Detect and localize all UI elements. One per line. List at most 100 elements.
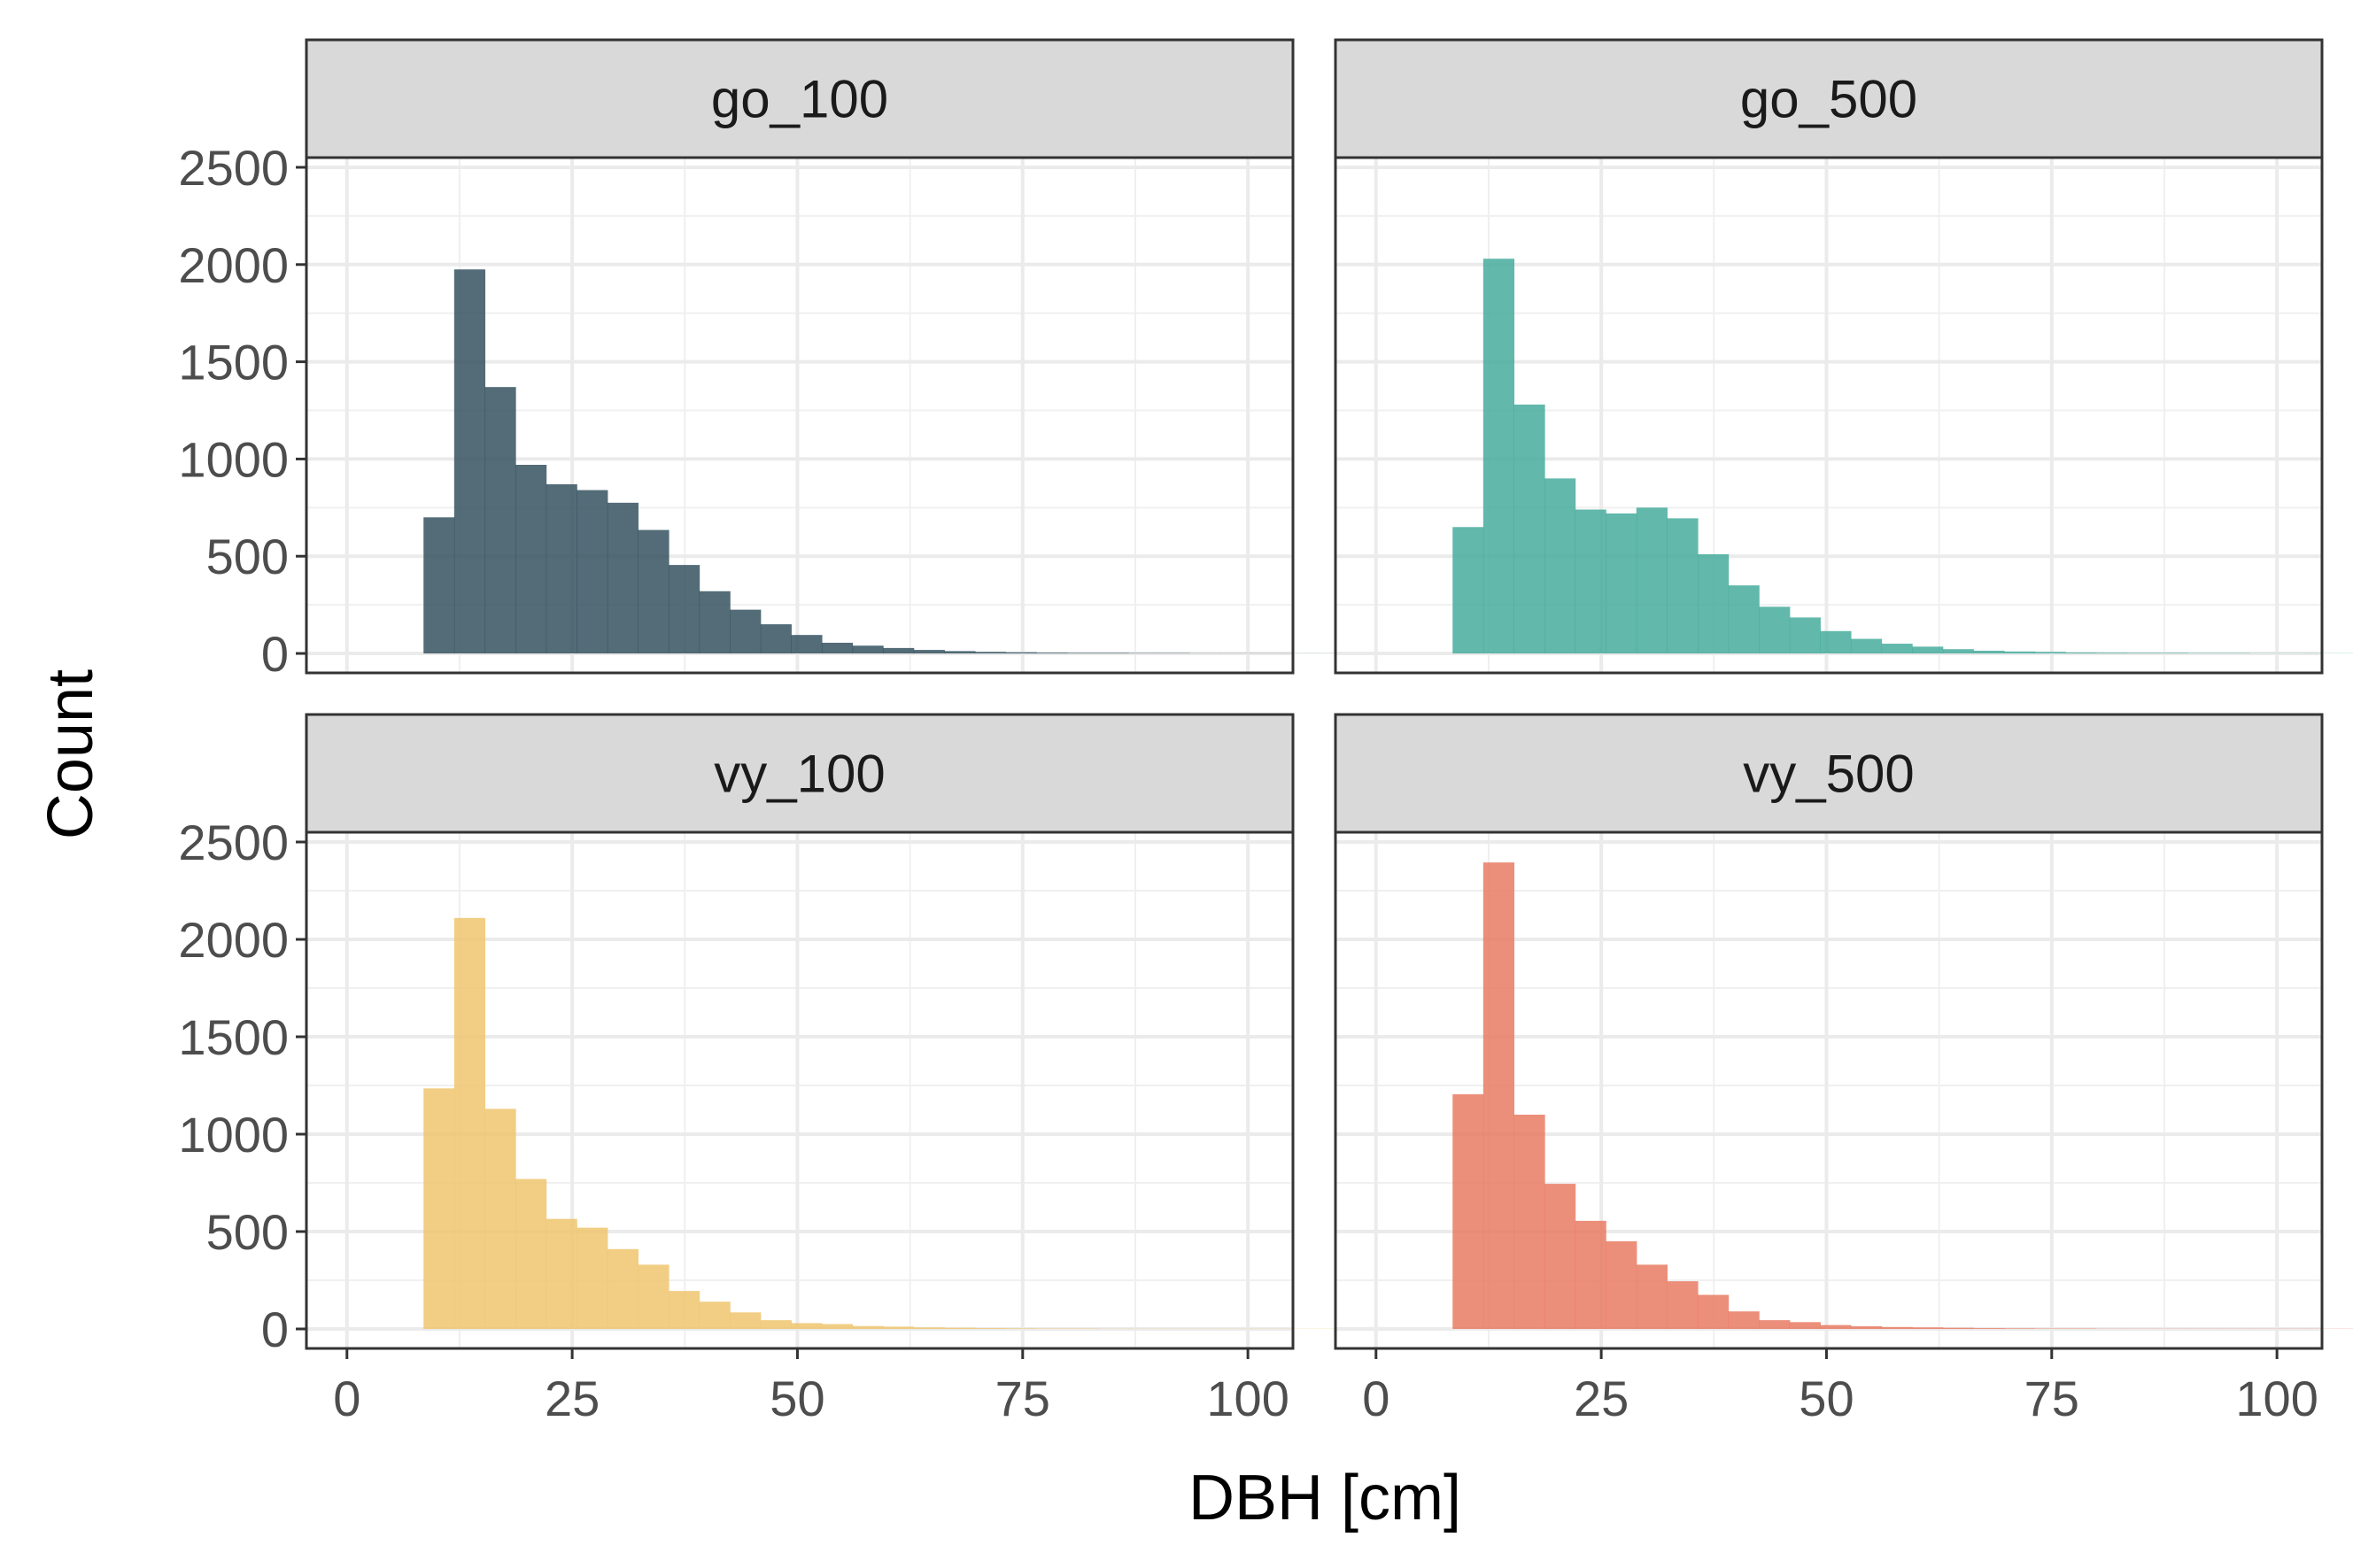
panel-strip-label: go_100 (711, 70, 888, 129)
histogram-bar (515, 465, 547, 654)
histogram-bar (1544, 1184, 1576, 1329)
histogram-bar (1789, 617, 1821, 654)
panel-border (305, 156, 1295, 675)
histogram-bar (423, 517, 455, 654)
histogram-bar (1820, 1325, 1852, 1329)
y-tick-label: 1000 (178, 431, 289, 487)
histogram-bar (2003, 651, 2036, 654)
x-tick-label: 75 (2024, 1371, 2079, 1426)
histogram-bar (515, 1178, 547, 1329)
histogram-bar (1973, 1328, 2005, 1329)
y-tick-label: 2500 (178, 140, 289, 196)
x-tick-label: 25 (545, 1371, 600, 1426)
histogram-bar (638, 1264, 670, 1329)
histogram-bar (1636, 1264, 1668, 1329)
histogram-bar (1850, 1325, 1883, 1329)
histogram-bar (577, 1227, 608, 1329)
x-tick-label: 0 (333, 1371, 360, 1426)
histogram-bar (577, 490, 608, 654)
histogram-bar (1728, 585, 1760, 654)
histogram-bar (668, 565, 700, 654)
histogram-bar (546, 1218, 577, 1329)
histogram-bar (821, 642, 854, 654)
histogram-bar (638, 529, 670, 654)
x-tick-label: 100 (1206, 1371, 1289, 1426)
histogram-bar (699, 591, 731, 654)
histogram-bar (730, 1312, 762, 1329)
x-tick-label: 100 (2235, 1371, 2318, 1426)
panels-group: go_10005001000150020002500go_500vy_10005… (178, 38, 2353, 1426)
histogram-bar (1697, 554, 1730, 654)
panel-border (1334, 830, 2324, 1350)
x-tick-label: 25 (1574, 1371, 1629, 1426)
histogram-bar (730, 609, 762, 654)
x-axis-title: DBH [cm] (1188, 1463, 1461, 1533)
histogram-bar (760, 624, 792, 654)
histogram-bar (1912, 646, 1944, 654)
panel-vy_100: vy_100 0 500 1000 1500 2000 2500 0 25 50 75 100 (178, 713, 1374, 1426)
histogram-bar (852, 1325, 884, 1329)
histogram-bar (546, 483, 577, 654)
histogram-bar (1759, 1320, 1791, 1329)
histogram-bar (1942, 1327, 1974, 1329)
panel-border (305, 830, 1295, 1350)
y-tick-label: 2000 (178, 912, 289, 968)
histogram-bar (668, 1291, 700, 1329)
histogram-bar (1973, 650, 2005, 654)
y-tick-label: 0 (261, 1302, 289, 1357)
histogram-bar (821, 1324, 854, 1329)
histogram-bar (1942, 649, 1974, 654)
y-tick-label: 1500 (178, 335, 289, 390)
histogram-bar (1606, 513, 1637, 654)
histogram-bar (1820, 630, 1852, 654)
histogram-bar (1667, 1281, 1699, 1329)
y-tick-label: 2000 (178, 237, 289, 293)
histogram-bar (423, 1088, 455, 1329)
y-tick-label: 1000 (178, 1107, 289, 1162)
histogram-bar (484, 1108, 516, 1329)
histogram-bar (1513, 404, 1545, 654)
histogram-bar (1850, 638, 1883, 654)
y-tick-label: 0 (261, 626, 289, 682)
histogram-bar (1881, 644, 1913, 654)
histogram-bar (974, 652, 1007, 654)
histogram-bar (484, 387, 516, 654)
histogram-bar (2003, 1328, 2036, 1329)
histogram-bar (791, 1323, 823, 1329)
histogram-bar (1636, 507, 1668, 654)
panel-border (1334, 156, 2324, 675)
histogram-bar (453, 917, 486, 1329)
strip-background (1334, 38, 2324, 159)
histogram-bar (1759, 606, 1791, 654)
histogram-bar (1881, 1326, 1913, 1329)
x-tick-label: 0 (1362, 1371, 1389, 1426)
histogram-bar (1789, 1322, 1821, 1329)
panel-go_100: go_100 0 500 1000 1500 2000 2500 (178, 38, 1374, 682)
histogram-bar (883, 1326, 915, 1329)
histogram-bar (2034, 652, 2066, 654)
histogram-bar (913, 1327, 945, 1329)
histogram-bar (1697, 1294, 1730, 1329)
y-tick-label: 2500 (178, 815, 289, 870)
histogram-bar (607, 1248, 639, 1329)
histogram-bar (607, 502, 639, 654)
histogram-bar (453, 269, 486, 654)
histogram-bar (974, 1328, 1007, 1329)
strip-background (1334, 713, 2324, 834)
histogram-bar (1482, 862, 1515, 1329)
x-tick-label: 75 (995, 1371, 1050, 1426)
histogram-bar (1606, 1241, 1637, 1329)
histogram-bar (1667, 518, 1699, 654)
histogram-bar (1575, 1220, 1606, 1329)
histogram-bar (791, 635, 823, 654)
y-tick-label: 500 (206, 1204, 289, 1260)
histogram-bar (944, 1327, 976, 1329)
histogram-bar (944, 651, 976, 654)
y-axis-title: Count (35, 669, 106, 839)
x-tick-label: 50 (1799, 1371, 1854, 1426)
panel-strip-label: vy_100 (714, 745, 885, 804)
histogram-bar (1005, 1328, 1037, 1329)
y-tick-label: 1500 (178, 1009, 289, 1065)
histogram-bar (1544, 478, 1576, 654)
